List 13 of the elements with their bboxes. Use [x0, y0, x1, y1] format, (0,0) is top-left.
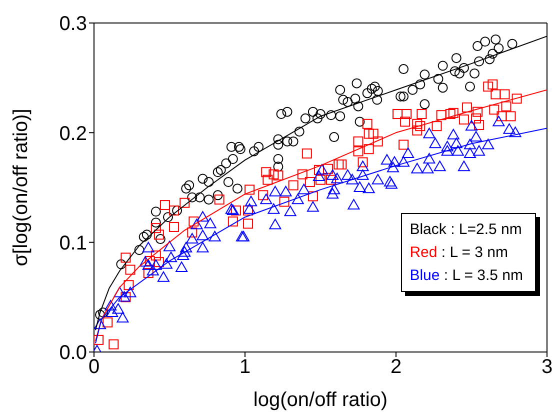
y-tick-label: 0.2	[59, 122, 87, 145]
x-tick-label: 2	[390, 356, 402, 378]
y-tick-label: 0.3	[59, 13, 87, 36]
text: Black : L=2.5 nm	[410, 221, 522, 238]
y-tick-label: 0.0	[59, 342, 87, 364]
y-tick-label: 0.1	[59, 232, 87, 254]
text: Red : L = 3 nm	[410, 244, 508, 261]
y-axis-title: σ[log(on/off ratio)]	[10, 108, 32, 266]
x-tick-label: 3	[541, 356, 553, 378]
text: Blue : L = 3.5 nm	[410, 267, 523, 284]
x-tick-label: 0	[88, 356, 100, 378]
x-axis-title: log(on/off ratio)	[253, 389, 388, 411]
x-tick-label: 1	[239, 356, 251, 378]
